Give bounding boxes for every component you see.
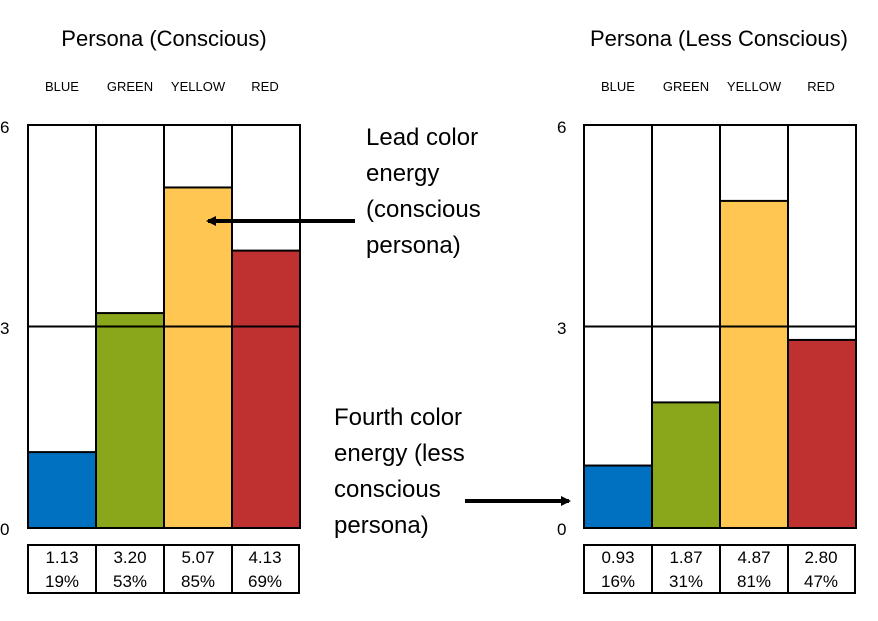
chart-left-title: Persona (Conscious) [61, 26, 266, 51]
chart-left-value-label-yellow: 5.07 [181, 548, 214, 567]
chart-right-percent-label-yellow: 81% [737, 572, 771, 591]
fourth-annotation-line: energy (less [334, 440, 465, 467]
chart-left-ytick-3: 3 [0, 319, 9, 338]
lead-annotation-line: energy [366, 160, 440, 187]
chart-left-percent-label-yellow: 85% [181, 572, 215, 591]
chart-right-value-label-red: 2.80 [804, 548, 837, 567]
chart-left-value-label-green: 3.20 [113, 548, 146, 567]
chart-right-title: Persona (Less Conscious) [590, 26, 848, 51]
chart-right-value-label-blue: 0.93 [601, 548, 634, 567]
chart-right-ytick-6: 6 [557, 118, 566, 137]
chart-right-category-red: RED [807, 79, 834, 94]
fourth-annotation-line: Fourth color [334, 404, 463, 431]
lead-annotation: Lead color energy (conscious persona) [366, 120, 481, 264]
chart-left-value-label-red: 4.13 [248, 548, 281, 567]
chart-right-percent-label-blue: 16% [601, 572, 635, 591]
chart-right-percent-label-red: 47% [804, 572, 838, 591]
chart-right: Persona (Less Conscious) BLUE GREEN YELL… [557, 26, 857, 594]
chart-left-ytick-0: 0 [0, 520, 9, 539]
chart-right-category-green: GREEN [663, 79, 709, 94]
chart-right-ytick-3: 3 [557, 319, 566, 338]
fourth-annotation: Fourth color energy (less conscious pers… [334, 400, 465, 544]
chart-right-value-label-yellow: 4.87 [737, 548, 770, 567]
chart-left-percent-label-green: 53% [113, 572, 147, 591]
chart-right-category-blue: BLUE [601, 79, 635, 94]
chart-right-bar-red [787, 338, 857, 529]
chart-left-value-label-blue: 1.13 [45, 548, 78, 567]
chart-right-bar-yellow [719, 199, 789, 529]
chart-left-bar-green [95, 312, 165, 530]
chart-left-ytick-6: 6 [0, 118, 9, 137]
chart-right-category-yellow: YELLOW [727, 79, 782, 94]
chart-right-value-label-green: 1.87 [669, 548, 702, 567]
chart-left-percent-label-blue: 19% [45, 572, 79, 591]
chart-left-bar-blue [27, 451, 97, 529]
chart-left-bar-yellow [163, 186, 233, 529]
chart-left: Persona (Conscious) BLUE GREEN YELLOW RE… [0, 26, 301, 594]
chart-right-bar-green [651, 401, 721, 530]
lead-annotation-line: persona) [366, 232, 461, 259]
chart-left-bar-red [231, 249, 301, 530]
chart-right-ytick-0: 0 [557, 520, 566, 539]
fourth-annotation-line: conscious [334, 476, 441, 503]
chart-left-category-green: GREEN [107, 79, 153, 94]
fourth-annotation-line: persona) [334, 512, 429, 539]
chart-left-category-red: RED [251, 79, 278, 94]
chart-right-bar-blue [583, 464, 653, 530]
chart-right-percent-label-green: 31% [669, 572, 703, 591]
chart-left-category-yellow: YELLOW [171, 79, 226, 94]
lead-annotation-line: (conscious [366, 196, 481, 223]
chart-left-category-blue: BLUE [45, 79, 79, 94]
lead-annotation-line: Lead color [366, 124, 479, 151]
chart-left-percent-label-red: 69% [248, 572, 282, 591]
